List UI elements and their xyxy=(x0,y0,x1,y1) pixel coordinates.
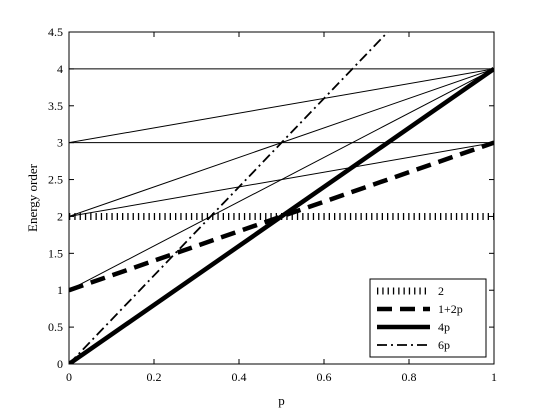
y-axis-title: Energy order xyxy=(25,163,40,232)
legend-label-3: 6p xyxy=(438,338,450,352)
reference-line-2 xyxy=(69,68,494,144)
x-tick-label: 0.8 xyxy=(402,370,417,384)
legend-label-1: 1+2p xyxy=(438,302,463,316)
y-tick-label: 4.5 xyxy=(48,25,63,39)
plot-frame xyxy=(68,31,495,365)
legend-label-2: 4p xyxy=(438,320,450,334)
y-tick-label: 1 xyxy=(57,283,63,297)
x-tick-label: 1 xyxy=(491,370,497,384)
x-tick-label: 0.4 xyxy=(232,370,247,384)
y-tick-label: 1.5 xyxy=(48,246,63,260)
legend: 2 1+2p 4p 6p xyxy=(369,278,487,358)
y-axis: 0 0.5 1 1.5 2 2.5 3 3.5 4 4.5 xyxy=(48,25,494,371)
x-tick-label: 0.6 xyxy=(317,370,332,384)
series-line-2 xyxy=(69,67,494,364)
series-line-1 xyxy=(69,140,494,293)
y-tick-label: 0.5 xyxy=(48,320,63,334)
y-tick-label: 2.5 xyxy=(48,173,63,187)
x-axis-title: p xyxy=(278,393,285,408)
y-tick-label: 3.5 xyxy=(48,99,63,113)
plot-layer xyxy=(69,32,494,364)
y-tick-label: 4 xyxy=(57,62,63,76)
legend-label-0: 2 xyxy=(438,284,444,298)
y-tick-label: 0 xyxy=(57,357,63,371)
x-axis: 0 0.2 0.4 0.6 0.8 1 xyxy=(66,32,497,384)
x-tick-label: 0.2 xyxy=(147,370,162,384)
reference-line-5 xyxy=(69,68,494,291)
legend-box xyxy=(369,278,487,358)
y-tick-label: 3 xyxy=(57,136,63,150)
series-line-3 xyxy=(69,32,389,364)
y-tick-label: 2 xyxy=(57,209,63,223)
x-tick-label: 0 xyxy=(66,370,72,384)
